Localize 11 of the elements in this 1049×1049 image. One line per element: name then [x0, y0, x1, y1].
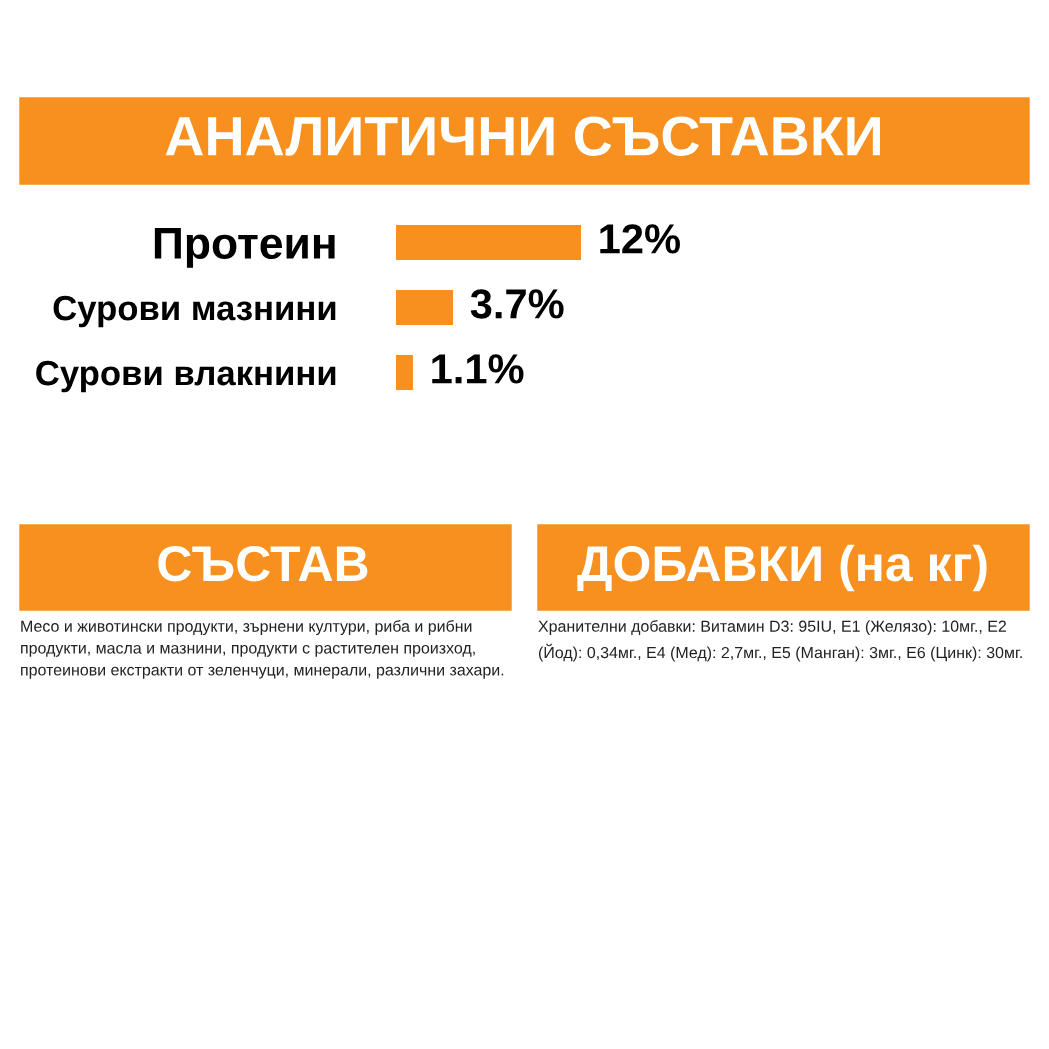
- data-label: 12%: [600, 224, 680, 254]
- data-label: 1.1%: [432, 354, 524, 384]
- chart-title: АНАЛИТИЧНИ СЪСТАВКИ: [165, 116, 880, 156]
- text: Месо и животински продукти, зърнени култури, риба и рибни продукти, масла и мазнини, продукти с растителен произход, протеинови екстракти от зеленчуци, минерали, различни захари.: [21, 620, 504, 679]
- y-tick-label: Протеин: [154, 228, 335, 268]
- text: СЪСТАВ: [158, 546, 368, 582]
- text: Хранителни добавки: Витамин D3: 95IU, E1 (Желязо): 10мг., E2 (Йод): 0,34мг., E4 (Мед): 2,7мг., E5 (Манган): 3мг., E6 (Цинк): 30мг.: [538, 620, 1022, 662]
- text: ДОБАВКИ (на кг): [577, 544, 987, 592]
- data-label: 3.7%: [470, 289, 564, 319]
- y-tick-label: Сурови влакнини: [36, 360, 336, 393]
- y-tick-label: Сурови мазнини: [53, 295, 336, 328]
